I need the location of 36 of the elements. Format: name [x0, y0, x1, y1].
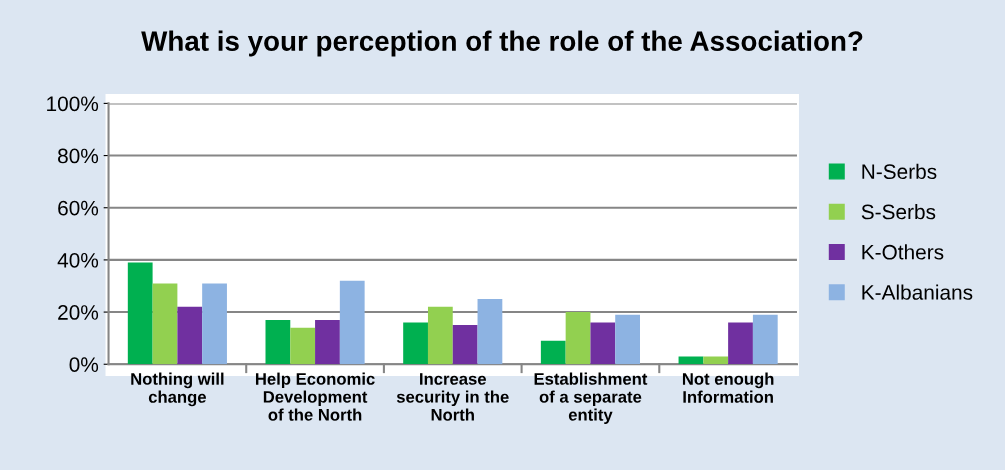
y-tick-label: 80%: [58, 148, 99, 164]
bar: [477, 299, 503, 365]
bar: [427, 306, 453, 365]
y-tick-label: 100%: [47, 96, 99, 112]
bar: [540, 340, 566, 365]
legend-label: K-Others: [862, 244, 944, 260]
y-tick-label: 60%: [58, 200, 99, 216]
bar: [678, 356, 704, 365]
bar: [703, 356, 729, 365]
bar: [565, 312, 591, 365]
y-tick-label: 40%: [57, 252, 99, 268]
y-tick-label: 0%: [69, 357, 99, 372]
bar: [127, 262, 153, 365]
bar: [152, 283, 178, 365]
bar: [202, 283, 227, 365]
x-tick-label: Nothing will change: [131, 372, 224, 407]
legend-label: S-Serbs: [861, 203, 936, 220]
bar: [752, 314, 778, 365]
x-tick-label: Increase security in the North: [396, 373, 509, 421]
bar: [265, 319, 291, 365]
legend-label: N-Serbs: [862, 163, 937, 180]
x-tick-label: Establishment of a separate entity: [534, 372, 648, 425]
bar: [177, 306, 203, 365]
bar: [728, 322, 753, 365]
bar: [452, 325, 478, 365]
chart-title: What is your perception of the role of the Association?: [141, 30, 863, 57]
x-tick-label: Help Economic Development of the North: [255, 372, 375, 421]
bar: [590, 322, 616, 365]
bar: [339, 280, 365, 365]
x-tick-label: Not enough Information: [682, 372, 774, 403]
bar: [615, 314, 640, 365]
bar: [315, 319, 340, 365]
y-tick-label: 20%: [58, 305, 99, 320]
legend-label: K-Albanians: [862, 284, 973, 300]
bar: [290, 327, 316, 365]
bar: [403, 322, 428, 365]
